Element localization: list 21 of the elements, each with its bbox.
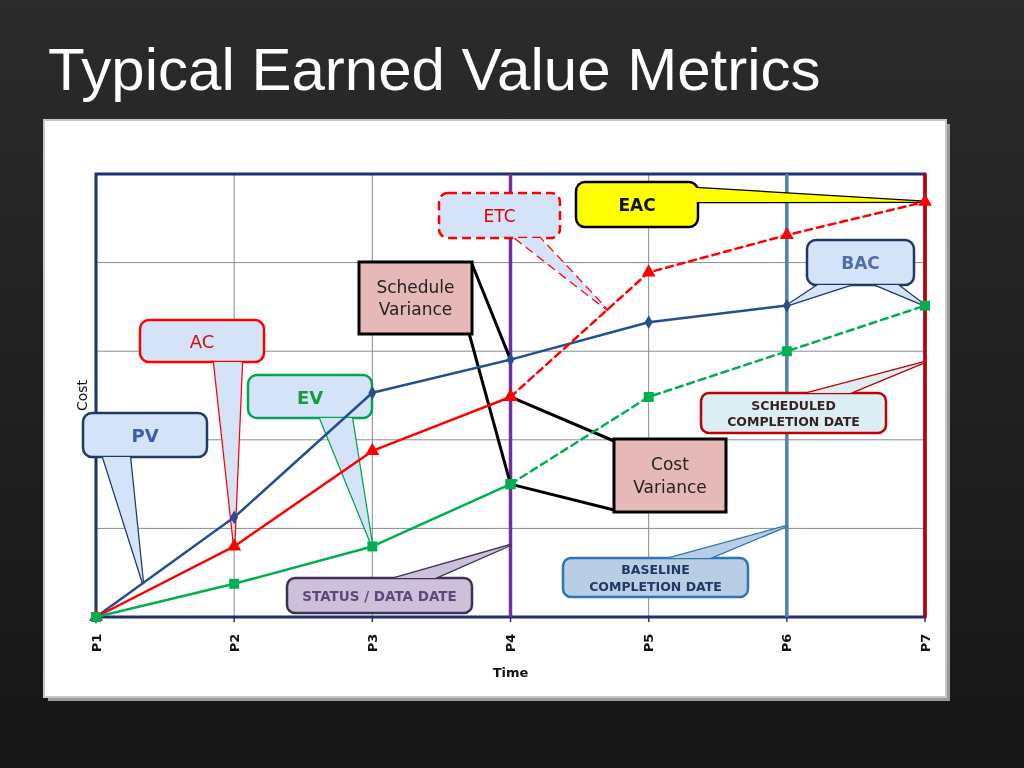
x-tick-label: P5 bbox=[641, 633, 657, 653]
text: AC bbox=[189, 330, 215, 352]
x-tick-label: P3 bbox=[364, 633, 380, 653]
x-tick-label: P4 bbox=[503, 633, 518, 653]
text: EV bbox=[296, 386, 324, 407]
text: PV bbox=[131, 424, 159, 446]
x-tick-label: P7 bbox=[917, 633, 933, 653]
annotation: Cost Variance bbox=[633, 454, 707, 497]
annotation: ETC bbox=[483, 205, 516, 226]
y-axis-title: Cost bbox=[74, 379, 90, 412]
chart-title: Typical Earned Value Metrics bbox=[48, 36, 821, 103]
x-tick-label: P6 bbox=[779, 633, 795, 653]
ref-line-label: BASELINE COMPLETION DATE bbox=[589, 561, 722, 594]
ref-line-label: STATUS / DATA DATE bbox=[302, 587, 457, 604]
x-tick-label: P2 bbox=[226, 633, 242, 653]
ref-line-label: SCHEDULED COMPLETION DATE bbox=[727, 397, 860, 429]
annotation: Schedule Variance bbox=[376, 276, 455, 320]
annotation: BAC bbox=[841, 252, 880, 273]
annotation: EAC bbox=[618, 194, 656, 215]
x-tick-label: P1 bbox=[88, 633, 104, 653]
x-axis-title: Time bbox=[492, 664, 529, 680]
